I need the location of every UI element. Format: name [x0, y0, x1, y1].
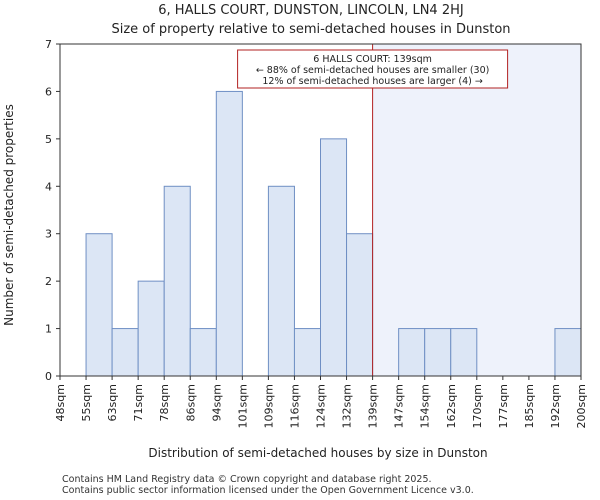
x-tick-label: 101sqm	[236, 384, 249, 428]
x-tick-label: 124sqm	[315, 384, 328, 428]
y-tick-label: 0	[45, 370, 52, 383]
y-tick-label: 7	[45, 38, 52, 51]
y-tick-label: 2	[45, 275, 52, 288]
x-axis-label: Distribution of semi-detached houses by …	[148, 446, 487, 460]
x-tick-label: 86sqm	[184, 384, 197, 421]
annotation-line-1: 6 HALLS COURT: 139sqm	[313, 54, 432, 65]
x-tick-label: 71sqm	[132, 384, 145, 421]
y-tick-label: 5	[45, 133, 52, 146]
x-tick-label: 94sqm	[210, 384, 223, 421]
y-tick-label: 1	[45, 323, 52, 336]
y-tick-label: 6	[45, 85, 52, 98]
bar-116sqm	[293, 328, 322, 377]
bar-78sqm	[163, 185, 191, 377]
chart-subtitle: Size of property relative to semi-detach…	[111, 22, 510, 37]
x-tick-label: 63sqm	[106, 384, 119, 421]
x-tick-label: 162sqm	[445, 384, 458, 428]
y-tick-label: 3	[45, 228, 52, 241]
bar-94sqm	[215, 90, 243, 377]
x-tick-label: 78sqm	[158, 384, 171, 421]
x-tick-label: 48sqm	[54, 384, 67, 421]
y-axis-label: Number of semi-detached properties	[2, 104, 16, 326]
x-tick-label: 116sqm	[288, 384, 301, 428]
x-tick-label: 132sqm	[341, 384, 354, 428]
annotation-line-2: ← 88% of semi-detached houses are smalle…	[256, 65, 490, 76]
bar-154sqm	[424, 328, 452, 377]
bar-109sqm	[267, 185, 295, 377]
x-tick-label: 154sqm	[419, 384, 432, 428]
bar-192sqm	[554, 328, 582, 377]
footer-licence: Contains public sector information licen…	[62, 485, 474, 496]
bar-147sqm	[398, 328, 426, 377]
bar-55sqm	[85, 233, 113, 377]
x-tick-label: 177sqm	[497, 384, 510, 428]
bar-63sqm	[111, 328, 139, 377]
x-tick-label: 170sqm	[471, 384, 484, 428]
x-tick-label: 55sqm	[80, 384, 93, 421]
bar-86sqm	[189, 328, 217, 377]
x-tick-label: 147sqm	[393, 384, 406, 428]
bar-132sqm	[346, 233, 374, 377]
x-tick-label: 200sqm	[575, 384, 588, 428]
bar-162sqm	[450, 328, 478, 377]
plot-frame	[59, 43, 582, 377]
larger-region-shade	[372, 44, 581, 376]
chart-title: 6, HALLS COURT, DUNSTON, LINCOLN, LN4 2H…	[158, 3, 463, 18]
footer-copyright: Contains HM Land Registry data © Crown c…	[62, 474, 432, 485]
y-tick-label: 4	[45, 180, 52, 193]
annotation-box	[237, 49, 509, 89]
x-tick-label: 185sqm	[523, 384, 536, 428]
bar-71sqm	[137, 280, 165, 377]
x-tick-label: 109sqm	[262, 384, 275, 428]
annotation-line-3: 12% of semi-detached houses are larger (…	[262, 76, 482, 87]
bar-124sqm	[320, 138, 348, 377]
x-tick-label: 192sqm	[549, 384, 562, 428]
x-tick-label: 139sqm	[367, 384, 380, 428]
